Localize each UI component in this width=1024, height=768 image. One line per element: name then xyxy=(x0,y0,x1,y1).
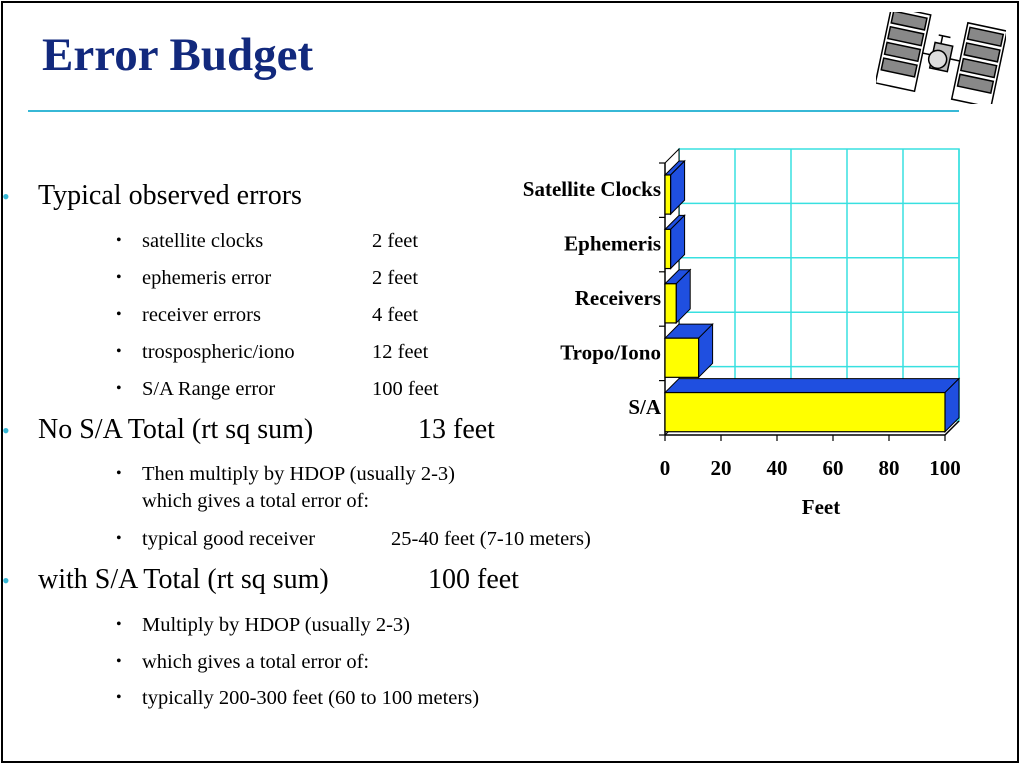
x-tick-label: 60 xyxy=(823,456,844,480)
bar-top-face xyxy=(663,378,961,394)
error-label: satellite clocks xyxy=(142,230,264,252)
bullet-text: No S/A Total (rt sq sum) xyxy=(38,414,314,445)
hdop-note: • Then multiply by HDOP (usually 2-3) wh… xyxy=(116,463,455,512)
bullet-value: 13 feet xyxy=(418,414,495,445)
sa-item-text: Multiply by HDOP (usually 2-3) xyxy=(142,614,411,636)
bullet-no-sa-total: • No S/A Total (rt sq sum) 13 feet xyxy=(2,414,495,446)
x-tick-label: 40 xyxy=(767,456,788,480)
sa-item-text: which gives a total error of: xyxy=(142,651,370,673)
category-label: Receivers xyxy=(575,286,661,310)
bar xyxy=(664,228,672,270)
sa-item: • Multiply by HDOP (usually 2-3) xyxy=(116,614,411,636)
note-line-1: Then multiply by HDOP (usually 2-3) xyxy=(142,463,455,485)
bullet-text: with S/A Total (rt sq sum) xyxy=(38,564,329,595)
sa-item: • which gives a total error of: xyxy=(116,651,370,673)
bar xyxy=(664,283,677,324)
bullet-text: Typical observed errors xyxy=(38,180,302,211)
sa-item-text: typically 200-300 feet (60 to 100 meters… xyxy=(142,687,480,709)
x-axis-depth xyxy=(944,420,960,436)
x-tick-label: 20 xyxy=(711,456,732,480)
error-value: 100 feet xyxy=(372,378,439,400)
error-item: • ephemeris error 2 feet xyxy=(116,265,418,292)
x-axis-title: Feet xyxy=(802,495,840,519)
bullet-with-sa-total: • with S/A Total (rt sq sum) 100 feet xyxy=(2,564,519,596)
category-label: Satellite Clocks xyxy=(523,177,661,201)
error-label: ephemeris error xyxy=(142,267,272,289)
chart-back-wall xyxy=(678,148,960,422)
error-value: 4 feet xyxy=(372,304,419,326)
error-value: 2 feet xyxy=(372,267,419,289)
error-item: • satellite clocks 2 feet xyxy=(116,228,418,255)
error-value: 2 feet xyxy=(372,230,419,252)
category-label: S/A xyxy=(628,395,662,419)
error-item: • trospospheric/iono 12 feet xyxy=(116,339,428,366)
bullet-dot: • xyxy=(2,418,10,443)
error-value: 12 feet xyxy=(372,341,429,363)
item-value: 25-40 feet (7-10 meters) xyxy=(391,528,591,550)
sa-item: • typically 200-300 feet (60 to 100 mete… xyxy=(116,687,480,709)
item-label: typical good receiver xyxy=(142,528,316,550)
bullet-dot: • xyxy=(2,568,10,593)
bar xyxy=(664,174,672,215)
gps-satellite-icon xyxy=(876,12,1006,104)
x-tick-label: 0 xyxy=(660,456,671,480)
category-label: Tropo/Iono xyxy=(560,340,661,364)
error-item: • receiver errors 4 feet xyxy=(116,302,418,329)
error-label: receiver errors xyxy=(142,304,261,326)
bullet-value: 100 feet xyxy=(428,564,519,595)
x-tick-label: 80 xyxy=(879,456,900,480)
error-label: trospospheric/iono xyxy=(142,341,295,363)
good-receiver-item: • typical good receiver 25-40 feet (7-10… xyxy=(116,526,591,553)
bullet-typical-errors: • Typical observed errors xyxy=(2,180,302,212)
x-tick-label: 100 xyxy=(929,456,961,480)
error-label: S/A Range error xyxy=(142,378,276,400)
bar xyxy=(664,337,700,378)
note-line-2: which gives a total error of: xyxy=(142,489,370,512)
bar xyxy=(664,391,946,433)
slide-title: Error Budget xyxy=(42,29,314,81)
error-item: • S/A Range error 100 feet xyxy=(116,376,439,403)
bullet-dot: • xyxy=(2,184,10,209)
category-label: Ephemeris xyxy=(564,232,661,256)
title-divider xyxy=(28,110,959,112)
